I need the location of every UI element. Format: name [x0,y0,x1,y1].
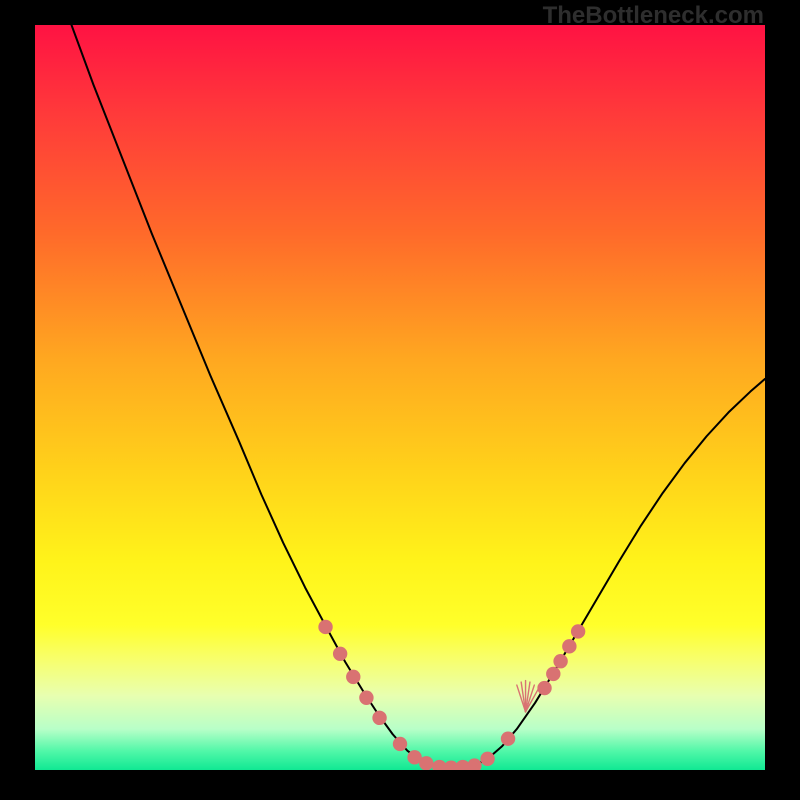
chart-svg [0,0,800,800]
gradient-background [35,25,765,770]
marker-dot [467,758,481,772]
marker-dot [546,667,560,681]
marker-dot [571,624,585,638]
marker-dot [318,620,332,634]
watermark-text: TheBottleneck.com [543,2,764,30]
marker-dot [553,654,567,668]
chart-frame: TheBottleneck.com [0,0,800,800]
marker-dot [372,711,386,725]
marker-dot [346,670,360,684]
marker-dot [562,639,576,653]
marker-dot [359,691,373,705]
marker-dot [393,737,407,751]
marker-dot [333,647,347,661]
marker-dot [537,681,551,695]
marker-dot [480,752,494,766]
marker-dot [419,756,433,770]
marker-dot [501,732,515,746]
